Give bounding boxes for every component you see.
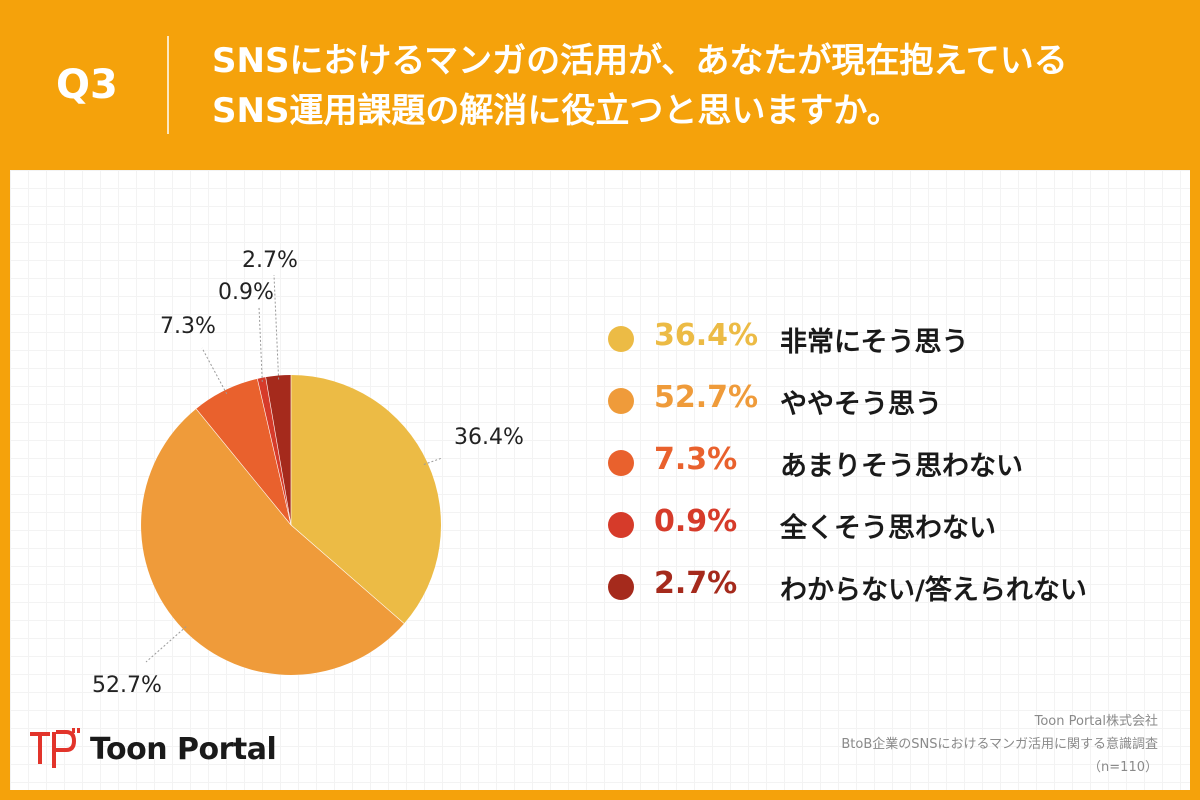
pie-slice-strongly-agree xyxy=(291,375,442,624)
question-label: Q3 xyxy=(56,62,118,108)
legend-dot xyxy=(608,450,634,476)
chart-panel: 36.4% 52.7% 7.3% 0.9% 2.7% 36.4% 非常にそう思う 52.… xyxy=(10,170,1190,790)
legend-item-dont-know: 2.7% わからない/答えられない xyxy=(608,556,1168,618)
slice-separator xyxy=(195,408,292,526)
legend-value: 7.3% xyxy=(654,442,738,477)
source-survey: BtoB企業のSNSにおけるマンガ活用に関する意識調査 xyxy=(841,737,1158,752)
legend-item-somewhat-disagree: 7.3% あまりそう思わない xyxy=(608,432,1168,494)
legend-value: 52.7% xyxy=(654,380,759,415)
legend: 36.4% 非常にそう思う 52.7% ややそう思う 7.3% あまりそう思わな… xyxy=(608,308,1168,618)
logo-text: Toon Portal xyxy=(90,732,277,767)
legend-item-strongly-disagree: 0.9% 全くそう思わない xyxy=(608,494,1168,556)
legend-dot xyxy=(608,512,634,538)
source-company: Toon Portal株式会社 xyxy=(1034,714,1158,729)
question-title-line-1: SNSにおけるマンガの活用が、あなたが現在抱えている xyxy=(212,41,1068,81)
slice-label-dont-know: 2.7% xyxy=(242,248,298,273)
slice-label-somewhat-agree: 52.7% xyxy=(92,673,162,698)
legend-value: 0.9% xyxy=(654,504,738,539)
pie-chart: 36.4% 52.7% 7.3%0.9% 2.7% xyxy=(92,248,524,698)
toon-portal-logo: Toon Portal xyxy=(28,728,277,776)
leader-line-somewhat-agree xyxy=(145,626,187,663)
pie-slice-somewhat-agree xyxy=(141,408,405,675)
question-title-line-2: SNS運用課題の解消に役立つと思いますか。 xyxy=(212,91,901,131)
pie-slice-somewhat-disagree xyxy=(196,378,291,525)
legend-dot xyxy=(608,388,634,414)
slice-label-strongly-disagree: 0.9% xyxy=(218,280,274,305)
leader-line-somewhat-disagree xyxy=(201,347,228,395)
toon-portal-logo-icon xyxy=(30,728,80,768)
question-title: SNSにおけるマンガの活用が、あなたが現在抱えている SNS運用課題の解消に役立… xyxy=(212,36,1172,136)
header-divider xyxy=(167,36,169,134)
slice-separator xyxy=(265,377,292,526)
slice-label-somewhat-disagree: 7.3% xyxy=(160,314,216,339)
slice-separator xyxy=(290,524,405,624)
legend-value: 36.4% xyxy=(654,318,759,353)
leader-line-strongly-disagree xyxy=(258,306,263,382)
header: Q3 SNSにおけるマンガの活用が、あなたが現在抱えている SNS運用課題の解消… xyxy=(0,0,1200,170)
slice-label-strongly-agree: 36.4% xyxy=(454,425,524,450)
legend-item-strongly-agree: 36.4% 非常にそう思う xyxy=(608,308,1168,370)
legend-label: ややそう思う xyxy=(780,389,942,420)
legend-label: 非常にそう思う xyxy=(780,327,969,358)
leader-line-strongly-agree xyxy=(423,457,443,465)
source-note: Toon Portal株式会社 BtoB企業のSNSにおけるマンガ活用に関する意… xyxy=(841,710,1158,779)
legend-item-somewhat-agree: 52.7% ややそう思う xyxy=(608,370,1168,432)
legend-dot xyxy=(608,574,634,600)
slice-separator xyxy=(257,378,292,526)
leader-line-dont-know xyxy=(273,274,280,380)
source-sample: （n=110） xyxy=(1088,760,1158,775)
legend-label: 全くそう思わない xyxy=(780,513,996,544)
legend-label: あまりそう思わない xyxy=(780,451,1023,482)
legend-label: わからない/答えられない xyxy=(780,575,1087,606)
legend-value: 2.7% xyxy=(654,566,738,601)
legend-dot xyxy=(608,326,634,352)
